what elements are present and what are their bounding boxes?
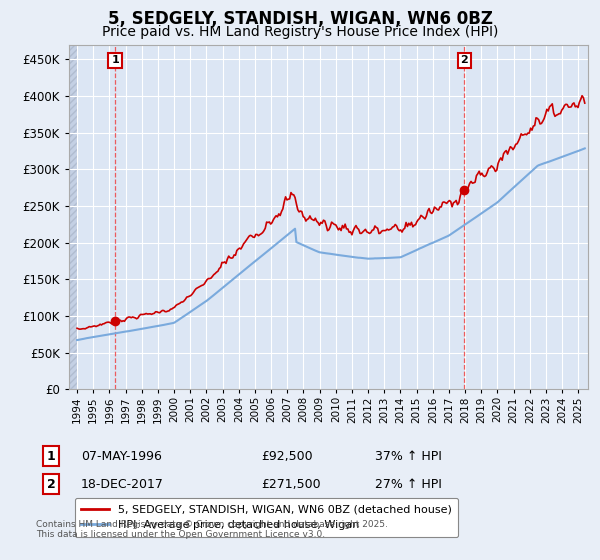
Bar: [69, 45, 77, 389]
Text: Price paid vs. HM Land Registry's House Price Index (HPI): Price paid vs. HM Land Registry's House …: [102, 25, 498, 39]
Bar: [69, 45, 77, 389]
Text: 1: 1: [47, 450, 55, 463]
Text: 1: 1: [111, 55, 119, 66]
Text: 27% ↑ HPI: 27% ↑ HPI: [375, 478, 442, 491]
Text: £92,500: £92,500: [261, 450, 313, 463]
Text: 2: 2: [461, 55, 469, 66]
Legend: 5, SEDGELY, STANDISH, WIGAN, WN6 0BZ (detached house), HPI: Average price, detac: 5, SEDGELY, STANDISH, WIGAN, WN6 0BZ (de…: [74, 498, 458, 537]
Text: 5, SEDGELY, STANDISH, WIGAN, WN6 0BZ: 5, SEDGELY, STANDISH, WIGAN, WN6 0BZ: [107, 10, 493, 27]
Text: 18-DEC-2017: 18-DEC-2017: [81, 478, 164, 491]
Text: £271,500: £271,500: [261, 478, 320, 491]
Text: Contains HM Land Registry data © Crown copyright and database right 2025.
This d: Contains HM Land Registry data © Crown c…: [36, 520, 388, 539]
Text: 2: 2: [47, 478, 55, 491]
Text: 37% ↑ HPI: 37% ↑ HPI: [375, 450, 442, 463]
Text: 07-MAY-1996: 07-MAY-1996: [81, 450, 162, 463]
